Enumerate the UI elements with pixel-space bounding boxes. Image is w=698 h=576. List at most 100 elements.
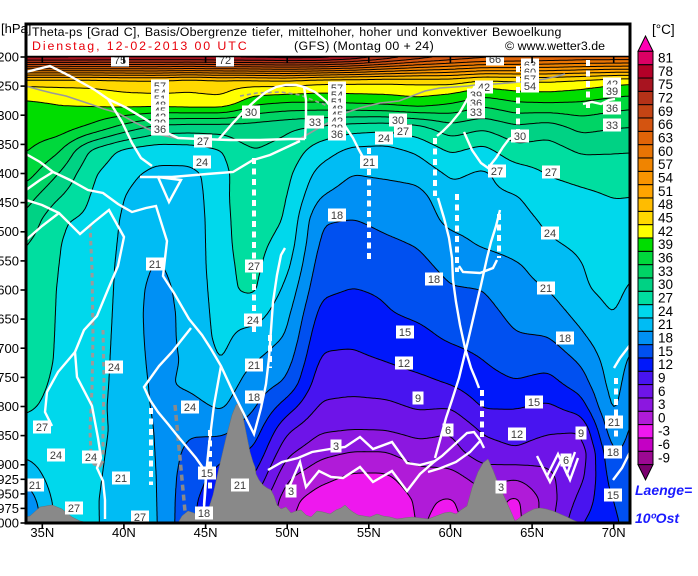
svg-text:300: 300 xyxy=(0,108,19,123)
svg-text:45N: 45N xyxy=(194,525,218,540)
svg-text:66: 66 xyxy=(489,54,501,66)
svg-text:-9: -9 xyxy=(658,450,670,465)
svg-text:250: 250 xyxy=(0,79,19,94)
svg-text:24: 24 xyxy=(247,315,259,327)
svg-text:12: 12 xyxy=(511,429,523,441)
svg-text:30: 30 xyxy=(392,115,404,127)
svg-text:24: 24 xyxy=(50,450,62,462)
svg-text:78: 78 xyxy=(658,64,673,79)
svg-text:975: 975 xyxy=(0,501,19,516)
svg-text:51: 51 xyxy=(658,184,673,199)
svg-text:15: 15 xyxy=(528,397,540,409)
svg-text:54: 54 xyxy=(658,171,674,186)
svg-text:[hPa]: [hPa] xyxy=(1,21,31,36)
svg-text:[°C]: [°C] xyxy=(652,22,675,37)
svg-text:27: 27 xyxy=(397,126,409,138)
svg-text:21: 21 xyxy=(363,157,375,169)
svg-text:24: 24 xyxy=(85,452,97,464)
svg-text:24: 24 xyxy=(108,362,120,374)
svg-text:3: 3 xyxy=(288,486,294,498)
svg-text:33: 33 xyxy=(470,107,482,119)
svg-text:Theta-ps [Grad C], Basis/Oberg: Theta-ps [Grad C], Basis/Obergrenze tief… xyxy=(32,25,562,39)
svg-text:24: 24 xyxy=(378,133,390,145)
svg-text:15: 15 xyxy=(201,468,213,480)
svg-text:3: 3 xyxy=(658,397,666,412)
svg-text:18: 18 xyxy=(428,274,440,286)
svg-text:9: 9 xyxy=(415,393,421,405)
svg-text:Dienstag, 12-02-2013 00 UTC: Dienstag, 12-02-2013 00 UTC xyxy=(32,39,249,53)
svg-text:400: 400 xyxy=(0,166,19,181)
svg-text:750: 750 xyxy=(0,370,19,385)
svg-text:65N: 65N xyxy=(520,525,544,540)
svg-text:9: 9 xyxy=(578,428,584,440)
svg-text:57: 57 xyxy=(658,157,673,172)
svg-text:-6: -6 xyxy=(658,437,670,452)
svg-text:21: 21 xyxy=(115,473,127,485)
svg-text:0: 0 xyxy=(658,410,666,425)
svg-text:18: 18 xyxy=(248,392,260,404)
svg-text:30: 30 xyxy=(514,131,526,143)
svg-text:27: 27 xyxy=(545,167,557,179)
svg-text:30: 30 xyxy=(245,107,257,119)
svg-text:42: 42 xyxy=(658,224,673,239)
svg-text:21: 21 xyxy=(540,283,552,295)
svg-text:24: 24 xyxy=(184,402,196,414)
svg-text:40N: 40N xyxy=(112,525,136,540)
svg-text:50N: 50N xyxy=(275,525,299,540)
svg-text:81: 81 xyxy=(658,51,673,66)
svg-text:39: 39 xyxy=(658,237,673,252)
svg-text:18: 18 xyxy=(331,210,343,222)
svg-text:36: 36 xyxy=(606,103,618,115)
svg-text:72: 72 xyxy=(219,55,231,67)
svg-text:66: 66 xyxy=(658,117,673,132)
svg-text:36: 36 xyxy=(658,251,673,266)
svg-text:950: 950 xyxy=(0,486,19,501)
svg-text:© www.wetter3.de: © www.wetter3.de xyxy=(505,39,605,53)
svg-text:800: 800 xyxy=(0,399,19,414)
svg-text:21: 21 xyxy=(608,417,620,429)
svg-text:12: 12 xyxy=(658,357,673,372)
svg-text:27: 27 xyxy=(36,422,48,434)
svg-text:27: 27 xyxy=(658,290,673,305)
svg-text:3: 3 xyxy=(498,482,504,494)
svg-text:48: 48 xyxy=(658,197,673,212)
svg-text:700: 700 xyxy=(0,341,19,356)
svg-text:550: 550 xyxy=(0,253,19,268)
svg-text:36: 36 xyxy=(331,129,343,141)
svg-text:33: 33 xyxy=(658,264,673,279)
svg-text:450: 450 xyxy=(0,195,19,210)
svg-text:15: 15 xyxy=(607,490,619,502)
svg-text:18: 18 xyxy=(607,447,619,459)
svg-text:35N: 35N xyxy=(30,525,54,540)
svg-text:75: 75 xyxy=(114,55,126,67)
svg-text:Laenge=: Laenge= xyxy=(635,482,692,498)
svg-text:45: 45 xyxy=(658,211,673,226)
svg-text:27: 27 xyxy=(197,136,209,148)
svg-text:-3: -3 xyxy=(658,424,670,439)
svg-text:12: 12 xyxy=(398,358,410,370)
svg-text:1000: 1000 xyxy=(0,516,19,531)
svg-text:6: 6 xyxy=(658,384,666,399)
svg-text:18: 18 xyxy=(559,333,571,345)
svg-text:(GFS): (GFS) xyxy=(294,39,330,53)
svg-text:850: 850 xyxy=(0,428,19,443)
svg-text:27: 27 xyxy=(134,512,146,524)
svg-text:54: 54 xyxy=(524,81,536,93)
svg-text:33: 33 xyxy=(606,120,618,132)
svg-text:6: 6 xyxy=(445,425,451,437)
svg-text:36: 36 xyxy=(154,124,166,136)
svg-text:500: 500 xyxy=(0,224,19,239)
svg-text:60: 60 xyxy=(658,144,673,159)
svg-text:900: 900 xyxy=(0,457,19,472)
svg-text:24: 24 xyxy=(196,157,208,169)
svg-text:(Montag 00 + 24): (Montag 00 + 24) xyxy=(333,39,434,53)
svg-text:27: 27 xyxy=(491,166,503,178)
svg-text:21: 21 xyxy=(658,317,673,332)
svg-text:60N: 60N xyxy=(438,525,462,540)
svg-text:69: 69 xyxy=(658,104,673,119)
svg-text:6: 6 xyxy=(563,455,569,467)
svg-text:63: 63 xyxy=(658,131,673,146)
svg-text:18: 18 xyxy=(198,508,210,520)
svg-text:70N: 70N xyxy=(602,525,626,540)
svg-text:15: 15 xyxy=(399,327,411,339)
